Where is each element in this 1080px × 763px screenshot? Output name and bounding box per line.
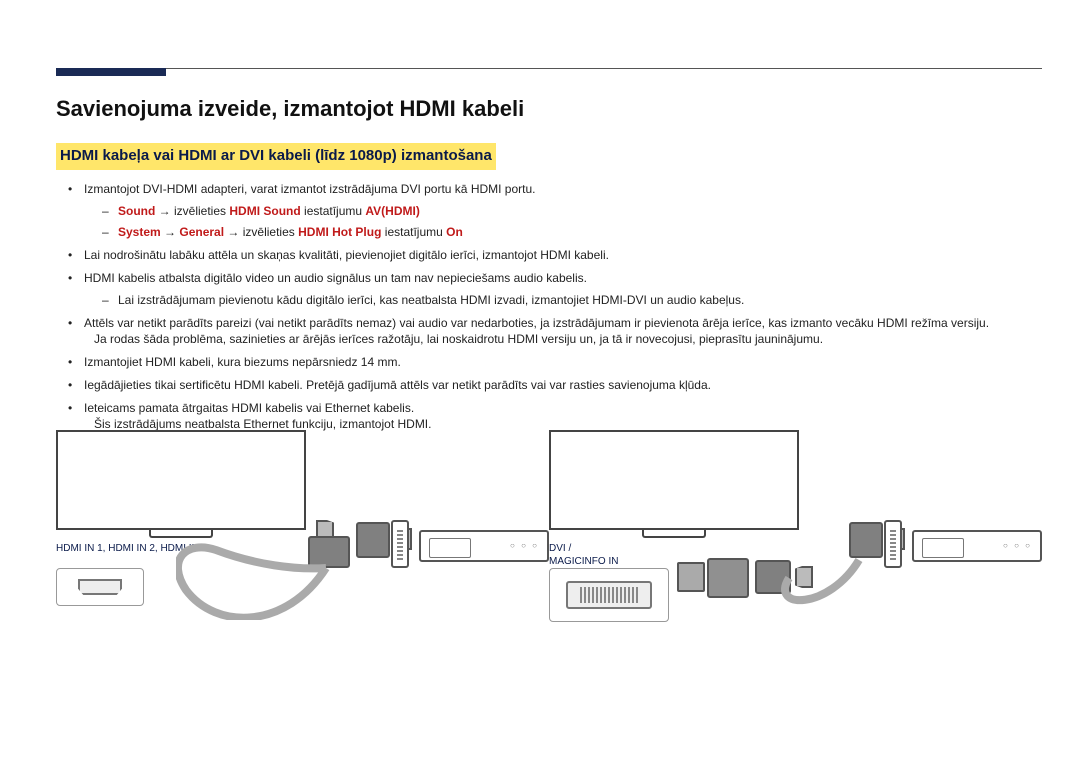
device-port-icon <box>391 520 409 568</box>
port-label-dvi: DVI / MAGICINFO IN <box>549 542 618 568</box>
kw: HDMI Sound <box>229 204 300 218</box>
dvi-pins-icon <box>580 587 638 603</box>
device-port-icon <box>884 520 902 568</box>
t: MAGICINFO IN <box>549 556 618 567</box>
t: DVI / <box>549 543 571 554</box>
hdmi-shape-icon <box>78 579 122 595</box>
t: → izvēlieties <box>155 204 229 218</box>
bullet-item: Izmantojot DVI-HDMI adapteri, varat izma… <box>74 180 1042 241</box>
diagram-dvi: DVI / MAGICINFO IN <box>549 430 1042 640</box>
bullet-continuation: Ja rodas šāda problēma, sazinieties ar ā… <box>84 330 1042 348</box>
bullet-text: Izmantojiet HDMI kabeli, kura biezums ne… <box>84 355 401 369</box>
bullet-item: HDMI kabelis atbalsta digitālo video un … <box>74 269 1042 309</box>
t: Lai izstrādājumam pievienotu kādu digitā… <box>118 293 744 307</box>
kw: System <box>118 225 161 239</box>
t: → <box>161 225 180 239</box>
sub-item: Lai izstrādājumam pievienotu kādu digitā… <box>112 291 1042 309</box>
bullet-list: Izmantojot DVI-HDMI adapteri, varat izma… <box>56 180 1042 433</box>
header-rule <box>56 68 1042 69</box>
bullet-item: Ieteicams pamata ātrgaitas HDMI kabelis … <box>74 399 1042 433</box>
kw: AV(HDMI) <box>365 204 419 218</box>
bullet-text: HDMI kabelis atbalsta digitālo video un … <box>84 271 587 285</box>
header-rule-thick <box>56 68 166 76</box>
bullet-item: Attēls var netikt parādīts pareizi (vai … <box>74 314 1042 348</box>
monitor-icon <box>549 430 799 530</box>
dvi-shape-icon <box>566 581 652 609</box>
external-device-icon <box>912 530 1042 562</box>
hdmi-port-icon <box>56 568 144 606</box>
bullet-text: Attēls var netikt parādīts pareizi (vai … <box>84 316 989 330</box>
sub-list: Sound → izvēlieties HDMI Sound iestatīju… <box>84 202 1042 241</box>
bullet-text: Izmantojot DVI-HDMI adapteri, varat izma… <box>84 182 536 196</box>
dvi-port-icon <box>549 568 669 622</box>
external-device-icon <box>419 530 549 562</box>
dvi-plug-tip-icon <box>677 562 705 592</box>
kw: Sound <box>118 204 155 218</box>
bullet-item: Iegādājieties tikai sertificētu HDMI kab… <box>74 376 1042 394</box>
sub-list: Lai izstrādājumam pievienotu kādu digitā… <box>84 291 1042 309</box>
kw: On <box>446 225 463 239</box>
bullet-text: Lai nodrošinātu labāku attēla un skaņas … <box>84 248 609 262</box>
content-area: Savienojuma izveide, izmantojot HDMI kab… <box>56 92 1042 438</box>
diagram-row: HDMI IN 1, HDMI IN 2, HDMI IN 3 DVI / MA… <box>56 430 1042 640</box>
t: → izvēlieties <box>224 225 298 239</box>
section-title: HDMI kabeļa vai HDMI ar DVI kabeli (līdz… <box>56 143 496 170</box>
bullet-item: Lai nodrošinātu labāku attēla un skaņas … <box>74 246 1042 264</box>
page-title: Savienojuma izveide, izmantojot HDMI kab… <box>56 92 1042 125</box>
bullet-item: Izmantojiet HDMI kabeli, kura biezums ne… <box>74 353 1042 371</box>
sub-item: System → General → izvēlieties HDMI Hot … <box>112 223 1042 241</box>
bullet-text: Iegādājieties tikai sertificētu HDMI kab… <box>84 378 711 392</box>
diagram-hdmi: HDMI IN 1, HDMI IN 2, HDMI IN 3 <box>56 430 549 640</box>
dvi-plug-body-icon <box>707 558 749 598</box>
cable-icon <box>176 530 416 620</box>
kw: General <box>179 225 224 239</box>
kw: HDMI Hot Plug <box>298 225 381 239</box>
monitor-icon <box>56 430 306 530</box>
bullet-text: Ieteicams pamata ātrgaitas HDMI kabelis … <box>84 401 414 415</box>
sub-item: Sound → izvēlieties HDMI Sound iestatīju… <box>112 202 1042 220</box>
t: iestatījumu <box>381 225 446 239</box>
t: iestatījumu <box>301 204 366 218</box>
